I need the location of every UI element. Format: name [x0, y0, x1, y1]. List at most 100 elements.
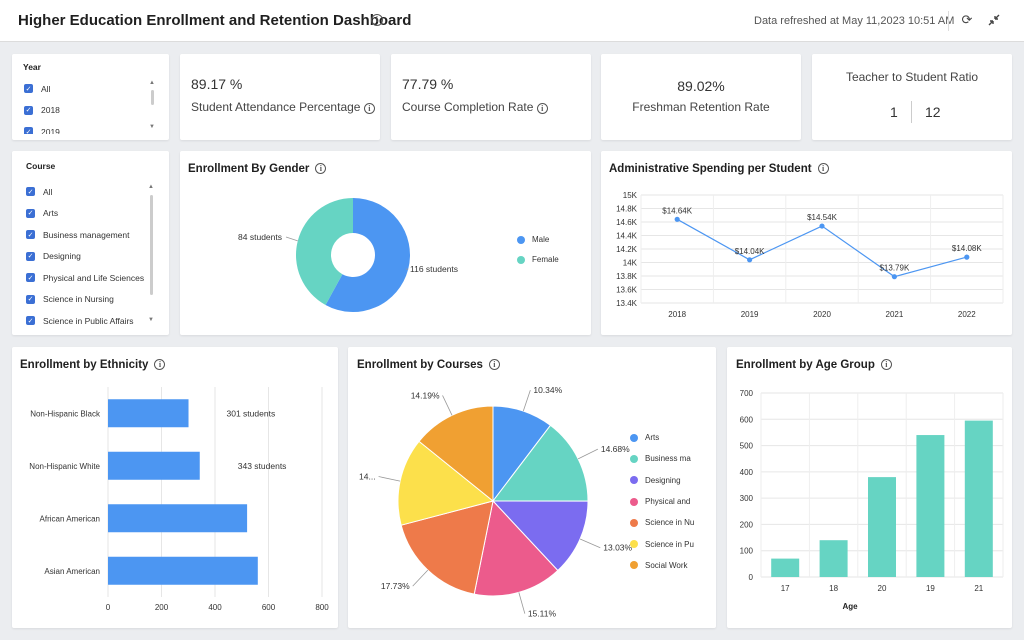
dashboard-header: Higher Education Enrollment and Retentio… [0, 0, 1024, 42]
label-leader-line [412, 569, 429, 587]
legend-label: Physical and [645, 497, 691, 507]
legend-dot-icon [630, 540, 638, 549]
y-tick-label: African American [40, 514, 100, 523]
legend-item[interactable]: Science in Nu [630, 512, 710, 533]
checkbox-icon[interactable]: ✓ [26, 187, 35, 197]
course-option[interactable]: ✓ Science in Nursing [26, 294, 114, 305]
refresh-icon[interactable]: ⟳ [961, 12, 973, 27]
checkbox-icon[interactable]: ✓ [26, 316, 35, 326]
info-icon[interactable]: i [371, 14, 383, 26]
x-tick-label: 20 [878, 584, 887, 593]
gender-legend: Male Female [517, 235, 559, 275]
course-option[interactable]: ✓ Science in Public Affairs [26, 315, 134, 326]
checkbox-icon[interactable]: ✓ [24, 84, 33, 94]
info-icon[interactable]: i [536, 103, 548, 114]
checkbox-icon[interactable]: ✓ [24, 127, 33, 134]
legend-item[interactable]: Social Work [630, 555, 710, 576]
y-tick-label: 100 [740, 547, 754, 556]
course-option[interactable]: ✓ Arts [26, 208, 59, 219]
x-tick-label: 18 [829, 584, 838, 593]
kpi-ratio-card: Teacher to Student Ratio 1 12 [812, 54, 1012, 140]
info-icon[interactable]: i [363, 103, 375, 114]
x-axis-label: Age [842, 602, 858, 611]
year-option[interactable]: ✓ 2018 [24, 105, 60, 116]
course-option[interactable]: ✓ Physical and Life Sciences [26, 272, 145, 283]
collapse-icon[interactable] [986, 12, 1002, 28]
y-tick-label: Non-Hispanic Black [30, 409, 101, 418]
legend-label: Science in Nu [645, 518, 695, 528]
scroll-down-icon[interactable]: ▼ [149, 124, 155, 130]
kpi-value: 77.79 % [402, 76, 454, 92]
checkbox-icon[interactable]: ✓ [26, 273, 35, 283]
course-option[interactable]: ✓ Designing [26, 251, 81, 262]
legend-dot-icon [517, 255, 525, 264]
chart-title: Enrollment by Courses i [357, 359, 500, 371]
legend-label: Business ma [645, 454, 691, 464]
data-label: $14.54K [807, 213, 837, 222]
donut-slice [325, 198, 410, 312]
course-option[interactable]: ✓ Business management [26, 229, 130, 240]
label-leader-line [577, 448, 599, 460]
pie-slice [491, 424, 589, 502]
legend-dot-icon [630, 518, 638, 527]
legend-item[interactable]: Male [517, 235, 559, 244]
kpi-retention-card: 89.02% Freshman Retention Rate [601, 54, 801, 140]
y-tick-label: 13.4K [616, 299, 638, 308]
kpi-label: Student Attendance Percentage i [191, 100, 375, 114]
legend-item[interactable]: Arts [630, 427, 710, 448]
info-icon[interactable]: i [315, 163, 327, 174]
info-icon[interactable]: i [154, 359, 166, 370]
x-tick-label: 600 [262, 603, 276, 612]
legend-label: Designing [645, 475, 681, 485]
checkbox-icon[interactable]: ✓ [26, 208, 35, 218]
chart-title: Administrative Spending per Student i [609, 163, 829, 175]
legend-item[interactable]: Designing [630, 470, 710, 491]
info-icon[interactable]: i [817, 163, 829, 174]
course-filter-list: ✓ All ✓ Arts ✓ Business management ✓ Designi… [26, 181, 158, 331]
year-scrollbar[interactable] [151, 90, 154, 105]
y-tick-label: Non-Hispanic White [29, 462, 100, 471]
data-label: 14... [359, 472, 376, 482]
x-tick-label: 0 [106, 603, 111, 612]
legend-dot-icon [630, 497, 638, 506]
label-leader-line [518, 592, 526, 614]
y-tick-label: Asian American [44, 567, 100, 576]
scroll-up-icon[interactable]: ▲ [149, 80, 155, 86]
kpi-value: 89.17 % [191, 76, 243, 92]
data-point [747, 257, 753, 263]
info-icon[interactable]: i [488, 359, 500, 370]
scroll-up-icon[interactable]: ▲ [148, 184, 154, 190]
data-label: 14.19% [411, 390, 440, 400]
checkbox-icon[interactable]: ✓ [26, 294, 35, 304]
x-tick-label: 200 [155, 603, 169, 612]
kpi-label: Teacher to Student Ratio [845, 70, 979, 84]
course-option[interactable]: ✓ All [26, 186, 53, 197]
checkbox-icon[interactable]: ✓ [26, 230, 35, 240]
x-tick-label: 800 [315, 603, 329, 612]
checkbox-icon[interactable]: ✓ [26, 251, 35, 261]
data-label: 14.68% [601, 444, 630, 454]
legend-item[interactable]: Female [517, 255, 559, 264]
legend-item[interactable]: Business ma [630, 448, 710, 469]
pie-slice [400, 500, 494, 595]
data-label: $13.79K [879, 264, 909, 273]
bar [771, 558, 800, 577]
legend-dot-icon [630, 454, 638, 463]
y-tick-label: 700 [740, 389, 754, 398]
y-tick-label: 14K [623, 259, 638, 268]
data-label: 116 students [410, 264, 458, 274]
y-tick-label: 200 [740, 520, 754, 529]
year-option[interactable]: ✓ 2019 [24, 121, 154, 134]
checkbox-icon[interactable]: ✓ [24, 105, 33, 115]
x-tick-label: 2019 [741, 310, 759, 319]
age-bar-chart: 0 100 200 300 400 500 600 700 17 18 20 19 21 Age [740, 389, 1004, 611]
data-label: $14.04K [735, 247, 765, 256]
legend-item[interactable]: Physical and [630, 491, 710, 512]
year-option[interactable]: ✓ All [24, 83, 51, 94]
label-leader-line [378, 476, 401, 482]
scroll-down-icon[interactable]: ▼ [148, 317, 154, 323]
legend-item[interactable]: Science in Pu [630, 533, 710, 554]
y-tick-label: 14.2K [616, 245, 638, 254]
info-icon[interactable]: i [880, 359, 892, 370]
course-scrollbar[interactable] [150, 195, 153, 295]
